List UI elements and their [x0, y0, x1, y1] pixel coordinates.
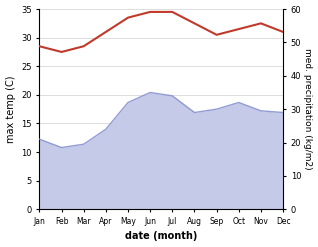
Y-axis label: max temp (C): max temp (C)	[5, 75, 16, 143]
X-axis label: date (month): date (month)	[125, 231, 197, 242]
Y-axis label: med. precipitation (kg/m2): med. precipitation (kg/m2)	[303, 48, 313, 170]
